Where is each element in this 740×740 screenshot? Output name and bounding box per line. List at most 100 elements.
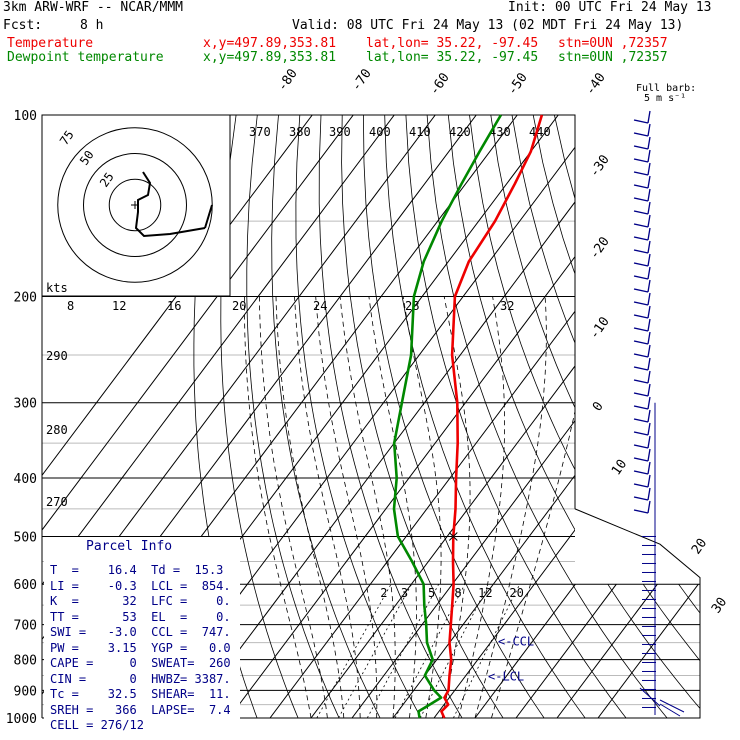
wind-barb — [633, 262, 649, 267]
moist-adiabat-line — [474, 296, 547, 718]
wind-barb — [659, 699, 685, 713]
dry-adiabat-line — [271, 115, 381, 718]
wind-barb-flag — [647, 461, 651, 475]
dry-adiabat-line — [405, 115, 627, 718]
dry-adiabat-line — [490, 115, 700, 718]
parcel-info-row: TT = 53 EL = 0. — [50, 609, 231, 624]
wind-barb — [633, 158, 649, 163]
wind-barb — [633, 379, 649, 384]
hodograph-speed-label: 12 — [112, 299, 126, 313]
dry-adiabat-line — [596, 115, 700, 718]
dewpoint-station: stn=0UN ,72357 — [558, 50, 668, 65]
barb-legend-title: Full barb: — [636, 83, 697, 94]
moist-adiabat-line — [294, 296, 361, 718]
dry-adiabat-line — [363, 115, 545, 718]
theta-label: 380 — [289, 125, 311, 139]
parcel-info-row: K = 32 LFC = 0. — [50, 594, 231, 608]
moist-adiabat-line — [368, 296, 417, 718]
isotherm-line — [269, 115, 700, 718]
wind-barb-flag — [647, 292, 651, 306]
wind-barb — [633, 457, 649, 462]
moist-adiabat-line — [402, 296, 442, 718]
isotherm-label: -20 — [587, 234, 613, 262]
parcel-info-row: CELL = 276/12 — [50, 718, 144, 732]
wind-barb — [633, 431, 649, 436]
wind-barb-flag — [647, 266, 651, 280]
temperature-xy: x,y=497.89,353.81 — [203, 36, 337, 51]
wind-barb-flag — [647, 500, 651, 514]
parcel-info-row: SREH = 366 LAPSE= 7.4 — [50, 702, 231, 717]
mixing-ratio-line — [366, 584, 440, 718]
wind-barb — [633, 327, 649, 332]
theta-side-label: 280 — [46, 423, 68, 437]
wind-barb-flag — [647, 201, 651, 215]
isotherm-line — [392, 115, 700, 718]
wind-barb — [633, 405, 649, 410]
wind-barb — [633, 171, 649, 176]
wind-barb-flag — [647, 318, 651, 332]
pressure-tick-label: 100 — [14, 109, 37, 124]
hodograph-ring-label: 25 — [97, 170, 117, 190]
wind-barb-flag — [647, 240, 651, 254]
hodograph-ring — [57, 127, 213, 283]
forecast-label: Fcst: — [3, 18, 43, 33]
isotherm-label: 0 — [590, 399, 607, 414]
mixing-ratio-label: 12 — [478, 586, 492, 600]
dry-adiabat-line — [246, 115, 340, 718]
wind-barb — [633, 496, 649, 501]
dewpoint-legend: Dewpoint temperature — [7, 50, 164, 65]
diagram-frame — [41, 114, 576, 718]
wind-barb-flag — [647, 175, 651, 189]
wind-barb — [633, 184, 649, 189]
wind-barb — [633, 301, 649, 306]
isotherm-line — [42, 115, 395, 718]
pressure-tick-label: 1000 — [6, 712, 37, 727]
wind-barb-flag — [647, 487, 651, 501]
wind-barb-flag — [647, 474, 651, 488]
wind-barb-flag — [647, 331, 651, 345]
isotherm-line — [515, 115, 700, 718]
wind-barb — [633, 145, 649, 150]
isotherm-label: -70 — [349, 66, 375, 94]
wind-barb — [633, 249, 649, 254]
parcel-info-row: PW = 3.15 YGP = 0.0 — [50, 640, 231, 655]
isotherm-label: -40 — [583, 70, 609, 98]
wind-barb — [633, 314, 649, 319]
wind-barb — [633, 132, 649, 137]
wind-barb — [633, 366, 649, 371]
wind-barb-flag — [647, 422, 651, 436]
dry-adiabat-line — [681, 115, 700, 718]
wind-barb-flag — [647, 253, 651, 267]
pressure-tick-label: 900 — [14, 684, 37, 699]
theta-label: 420 — [449, 125, 471, 139]
wind-barb — [633, 483, 649, 488]
hodograph-speed-label: 32 — [500, 299, 514, 313]
pressure-tick-label: 600 — [14, 578, 37, 593]
wind-barb-flag — [647, 110, 651, 124]
mixing-ratio-label: 20 — [509, 586, 523, 600]
pressure-tick-label: 300 — [14, 397, 37, 412]
wind-barb-flag — [647, 396, 651, 410]
wind-barb — [633, 236, 649, 241]
temperature-legend: Temperature — [7, 36, 94, 51]
mixing-ratio-label: 3 — [401, 586, 408, 600]
parcel-marker — [448, 532, 458, 541]
dewpoint-profile-line — [392, 114, 503, 719]
theta-side-label: 270 — [46, 495, 68, 509]
parcel-info-row: SWI = -3.0 CCL = 747. — [50, 625, 231, 639]
isotherm-label: -60 — [427, 70, 453, 98]
parcel-info-box: Parcel Info T = 16.4 Td = 15.3 LI = -0.3 … — [44, 537, 240, 732]
wind-barb-flag — [647, 136, 651, 150]
dry-adiabat-line — [638, 115, 700, 718]
isotherm-line — [187, 115, 641, 718]
wind-barb — [633, 288, 649, 293]
wind-barb-flag — [647, 370, 651, 384]
wind-barb — [633, 275, 649, 280]
wind-barb-flag — [647, 162, 651, 176]
wind-barb — [633, 119, 649, 124]
wind-barbs — [633, 110, 685, 717]
hodograph-trace — [134, 171, 206, 238]
dry-adiabat-line — [724, 115, 740, 718]
